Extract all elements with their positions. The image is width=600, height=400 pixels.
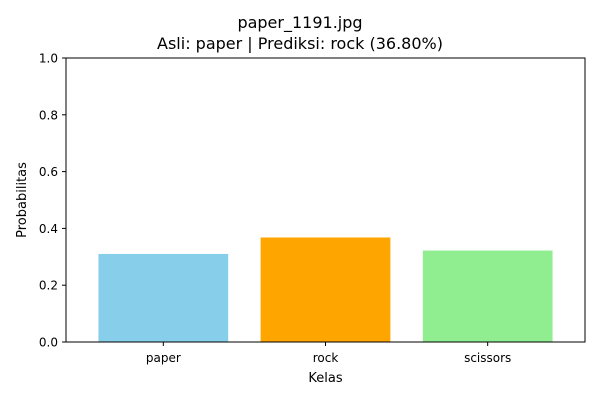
x-tick-label: paper [146, 351, 181, 365]
x-tick-label: scissors [464, 351, 511, 365]
y-axis-label: Probabilitas [15, 162, 30, 238]
y-tick-label: 0.6 [39, 165, 58, 179]
y-tick-label: 0.4 [39, 222, 58, 236]
y-tick-label: 1.0 [39, 52, 58, 66]
plot-area-frame [65, 57, 586, 343]
bar-rock [260, 237, 391, 342]
y-tick-label: 0.2 [39, 279, 58, 293]
chart-title-line-1: paper_1191.jpg [237, 13, 363, 32]
x-axis-label: Kelas [308, 371, 342, 386]
y-tick-label: 0.0 [39, 336, 58, 350]
chart-title-line-2: Asli: paper | Prediksi: rock (36.80%) [157, 34, 443, 53]
y-tick-label: 0.8 [39, 108, 58, 122]
bar-paper [98, 253, 229, 342]
bar-scissors [422, 250, 553, 342]
x-tick-label: rock [313, 351, 339, 365]
